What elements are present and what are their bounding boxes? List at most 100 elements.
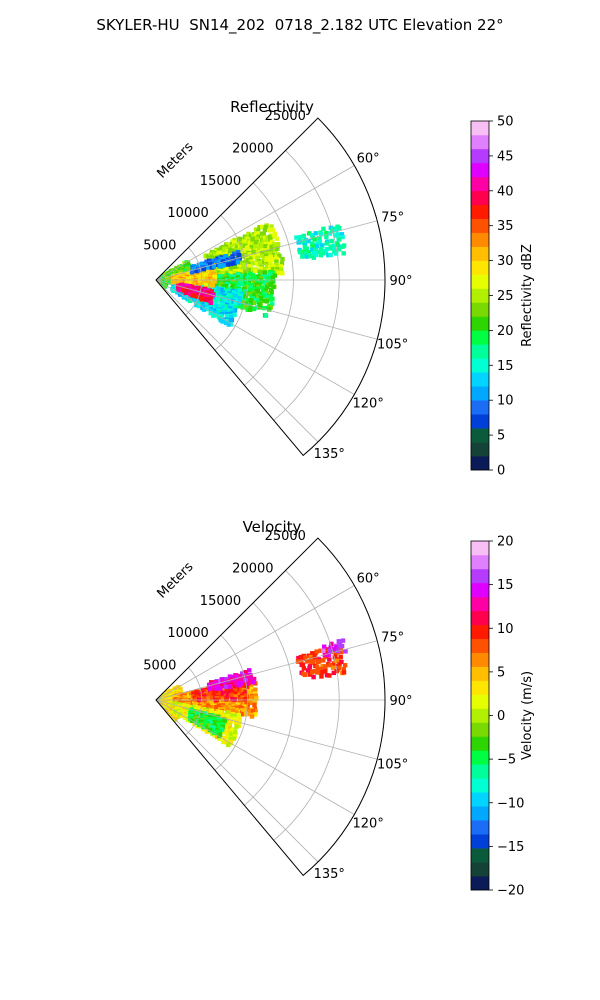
echo-cell: [303, 655, 308, 660]
echo-cell: [296, 655, 301, 661]
azimuth-spoke: [155, 640, 378, 701]
echo-cell: [302, 238, 307, 244]
echo-cell: [251, 689, 256, 694]
echo-cell: [233, 720, 239, 726]
colorbar-swatch: [471, 246, 489, 261]
echo-cell: [180, 713, 185, 719]
range-tick-label: 25000: [265, 529, 306, 544]
echo-cell: [337, 662, 342, 667]
echo-cell: [188, 281, 194, 286]
echo-cell: [327, 648, 332, 653]
echo-cell: [230, 696, 235, 702]
colorbar-swatch: [471, 541, 489, 556]
echo-cell: [214, 706, 219, 711]
echo-cell: [262, 270, 268, 275]
colorbar-swatch: [471, 722, 489, 737]
echo-cell: [275, 244, 280, 249]
echo-cell: [223, 714, 228, 719]
echo-cell: [317, 239, 323, 245]
echo-cell: [252, 292, 257, 297]
echo-cell: [241, 248, 247, 253]
echo-cell: [260, 248, 265, 253]
echo-cell: [202, 707, 208, 712]
echo-cell: [262, 298, 267, 304]
echo-cell: [265, 238, 270, 243]
echo-cell: [253, 278, 259, 283]
colorbar-swatch: [471, 121, 489, 136]
colorbar-swatch: [471, 680, 489, 695]
echo-cell: [206, 682, 212, 688]
echo-cell: [248, 305, 254, 310]
figure-title: SKYLER-HU SN14_202 0718_2.182 UTC Elevat…: [96, 16, 504, 34]
echo-cell: [269, 244, 274, 250]
echo-cell: [201, 267, 207, 272]
echo-cell: [228, 244, 233, 249]
echo-cell: [232, 312, 237, 318]
echo-cell: [212, 279, 217, 284]
echo-cell: [280, 256, 285, 262]
colorbar-swatch: [471, 596, 489, 612]
echo-cell: [261, 260, 267, 265]
echo-cell: [227, 318, 233, 323]
colorbar-swatch: [471, 414, 489, 429]
echo-cell: [203, 694, 208, 700]
echo-cell: [224, 730, 230, 735]
echo-cell: [268, 264, 273, 270]
echo-cell: [248, 682, 253, 688]
echo-cell: [225, 718, 230, 724]
echo-cell: [336, 665, 342, 671]
echo-cell: [219, 279, 224, 284]
echo-cell: [312, 237, 317, 242]
echo-cell: [250, 708, 256, 714]
echo-cell: [238, 282, 244, 287]
echo-cell: [220, 274, 225, 279]
echo-cell: [248, 300, 253, 305]
echo-cell: [236, 702, 242, 707]
echo-cell: [268, 237, 273, 242]
echo-cell: [226, 287, 231, 293]
echo-cell: [217, 736, 222, 741]
echo-cell: [310, 244, 315, 250]
echo-cell: [194, 720, 199, 725]
echo-cell: [211, 313, 216, 318]
echo-cell: [222, 706, 227, 711]
echo-cell: [243, 265, 248, 270]
echo-cell: [246, 267, 252, 272]
range-ring: [273, 150, 340, 421]
echo-cell: [336, 639, 341, 644]
echo-cell: [235, 257, 241, 262]
echo-cell: [239, 671, 245, 676]
echo-cell: [191, 290, 196, 296]
echo-cell: [235, 275, 241, 280]
echo-cell: [341, 251, 346, 256]
echo-cell: [220, 712, 225, 717]
colorbar-swatch: [471, 806, 489, 821]
colorbar-tick-label: −5: [497, 753, 516, 768]
echo-cell: [301, 666, 307, 671]
azimuth-tick-label: 60°: [357, 152, 380, 167]
echo-cell: [234, 724, 239, 729]
echo-cell: [215, 296, 220, 302]
range-tick-label: 5000: [143, 659, 176, 674]
echo-cell: [249, 714, 255, 719]
range-tick-label: 10000: [167, 626, 208, 641]
echo-cell: [235, 675, 241, 680]
echo-cell: [219, 302, 224, 307]
echo-cell: [194, 302, 199, 308]
echo-cell: [230, 729, 235, 734]
colorbar-tick-label: 5: [497, 665, 505, 680]
echo-cell: [324, 230, 329, 236]
echo-cell: [225, 262, 231, 267]
echo-cell: [265, 295, 270, 300]
echo-cell: [253, 712, 258, 717]
echo-cell: [328, 225, 334, 231]
colorbar-tick-label: 40: [497, 184, 514, 199]
echo-cell: [320, 670, 325, 675]
echo-cell: [217, 699, 222, 704]
echo-cell: [340, 234, 345, 240]
echo-cell: [209, 691, 214, 696]
colorbar-swatch: [471, 344, 489, 359]
echo-cell: [323, 664, 328, 669]
azimuth-spoke: [155, 279, 378, 340]
colorbar-swatch: [471, 554, 489, 570]
